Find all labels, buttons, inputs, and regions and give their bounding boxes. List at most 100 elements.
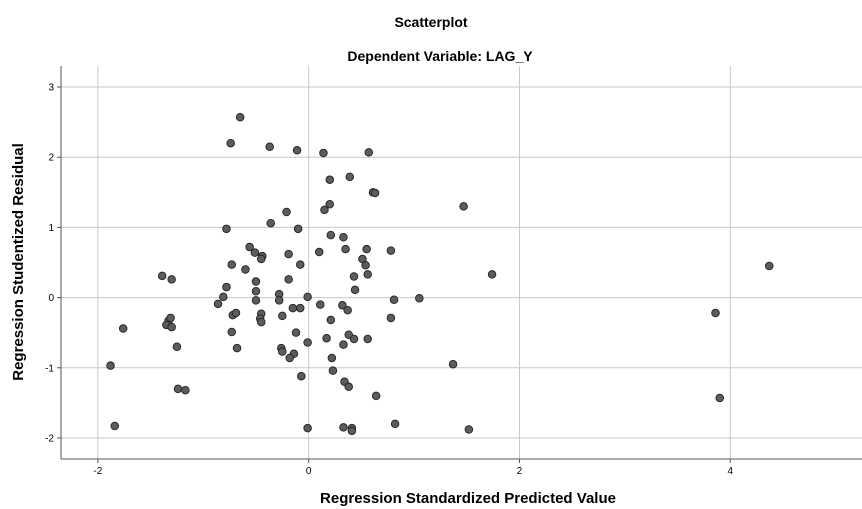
data-point bbox=[339, 423, 348, 432]
data-point bbox=[345, 172, 355, 182]
chart-subtitle: Dependent Variable: LAG_Y bbox=[347, 48, 533, 64]
data-point bbox=[282, 207, 291, 217]
data-point bbox=[167, 322, 176, 332]
data-point bbox=[213, 299, 223, 309]
data-point bbox=[231, 308, 241, 318]
data-point bbox=[293, 224, 303, 234]
data-point bbox=[227, 260, 236, 269]
data-point bbox=[363, 334, 372, 344]
data-point bbox=[295, 303, 305, 313]
data-point bbox=[265, 142, 274, 151]
data-point bbox=[222, 282, 231, 292]
data-point bbox=[448, 360, 458, 369]
data-point bbox=[371, 391, 381, 401]
data-point bbox=[339, 232, 348, 242]
data-point bbox=[316, 300, 325, 309]
data-point bbox=[328, 366, 338, 375]
data-point bbox=[173, 384, 183, 394]
data-points bbox=[106, 112, 774, 436]
data-point bbox=[390, 419, 400, 429]
data-point bbox=[320, 205, 329, 215]
data-point bbox=[251, 296, 261, 305]
data-point bbox=[257, 317, 266, 327]
data-point bbox=[166, 313, 175, 323]
data-point bbox=[303, 423, 312, 433]
data-point bbox=[110, 421, 120, 431]
data-point bbox=[288, 303, 298, 313]
data-point bbox=[364, 148, 374, 157]
data-point bbox=[235, 112, 245, 122]
data-point bbox=[257, 254, 266, 264]
y-tick-label: -2 bbox=[45, 433, 54, 444]
data-point bbox=[314, 247, 324, 257]
data-point bbox=[285, 353, 294, 363]
data-point bbox=[327, 353, 337, 363]
data-point bbox=[266, 218, 275, 228]
data-point bbox=[232, 343, 242, 353]
data-point bbox=[181, 385, 190, 395]
data-point bbox=[325, 175, 335, 184]
data-point bbox=[291, 328, 301, 337]
data-point bbox=[297, 371, 306, 381]
data-point bbox=[711, 308, 720, 318]
data-point bbox=[370, 188, 380, 198]
grid-lines bbox=[61, 66, 862, 459]
data-point bbox=[303, 292, 312, 302]
y-tick-label: 1 bbox=[48, 223, 54, 234]
data-point bbox=[459, 202, 468, 211]
data-point bbox=[325, 200, 335, 209]
data-point bbox=[303, 338, 312, 347]
data-point bbox=[322, 334, 331, 343]
data-point bbox=[344, 382, 353, 391]
data-point bbox=[250, 248, 260, 257]
data-point bbox=[487, 270, 497, 279]
data-point bbox=[347, 426, 357, 436]
data-point bbox=[715, 393, 724, 403]
data-point bbox=[295, 260, 305, 269]
data-point bbox=[361, 261, 370, 270]
x-tick-label: 2 bbox=[517, 466, 523, 477]
data-point bbox=[106, 361, 115, 370]
x-tick-label: 0 bbox=[306, 466, 312, 477]
data-point bbox=[274, 296, 284, 305]
y-tick-label: 0 bbox=[48, 293, 54, 304]
data-point bbox=[292, 145, 302, 155]
data-point bbox=[363, 270, 372, 279]
data-point bbox=[227, 327, 236, 337]
data-point bbox=[226, 138, 235, 148]
data-point bbox=[339, 340, 348, 349]
data-point bbox=[251, 277, 261, 286]
data-point bbox=[350, 285, 360, 295]
data-point bbox=[415, 294, 424, 303]
x-axis-label: Regression Standardized Predicted Value bbox=[320, 490, 616, 507]
data-point bbox=[278, 311, 287, 321]
x-axis-ticks: -2 0 2 4 bbox=[93, 459, 733, 477]
data-point bbox=[326, 230, 336, 240]
y-tick-label: -1 bbox=[45, 363, 54, 374]
data-point bbox=[343, 305, 352, 315]
data-point bbox=[167, 275, 176, 284]
data-point bbox=[338, 301, 347, 310]
x-tick-label: 4 bbox=[727, 466, 733, 477]
data-point bbox=[284, 249, 293, 259]
data-point bbox=[172, 342, 182, 351]
data-point bbox=[386, 246, 396, 255]
data-point bbox=[118, 324, 128, 333]
data-point bbox=[326, 315, 336, 325]
data-point bbox=[219, 292, 228, 302]
data-point bbox=[245, 242, 254, 252]
data-point bbox=[251, 287, 261, 296]
y-axis-ticks: -2 -1 0 1 2 3 bbox=[45, 83, 61, 444]
data-point bbox=[341, 244, 350, 254]
data-point bbox=[222, 224, 231, 234]
y-tick-label: 2 bbox=[48, 153, 54, 164]
data-point bbox=[349, 272, 359, 281]
data-point bbox=[362, 244, 371, 254]
data-point bbox=[157, 271, 167, 281]
y-axis-label: Regression Studentized Residual bbox=[10, 143, 27, 381]
x-tick-label: -2 bbox=[93, 466, 102, 477]
y-tick-label: 3 bbox=[48, 83, 54, 94]
data-point bbox=[284, 275, 293, 284]
